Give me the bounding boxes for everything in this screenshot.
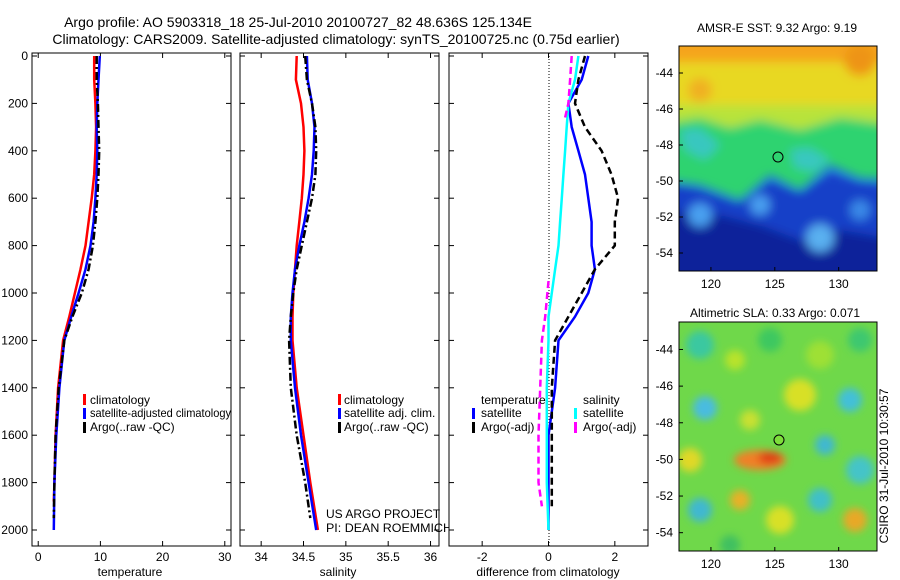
legend: climatology satellite adj. clim. Argo(..… [338,393,435,434]
map-frame [678,45,878,272]
y-tick-label: 1400 [1,381,28,395]
y-tick-label: -46 [656,379,674,393]
x-tick-label: -2 [477,550,488,564]
legend-header-temperature: temperature [481,393,546,407]
sla-heatmap [679,322,877,551]
legend-label: climatology [90,393,150,407]
x-axis-label: salinity [320,565,357,579]
legend-label: Argo(..raw -QC) [344,420,429,434]
figure-title-line2: Climatology: CARS2009. Satellite-adjuste… [52,31,619,47]
credit-line2: PI: DEAN ROEMMICH [326,521,452,535]
argo-location-marker [773,434,785,446]
legend-label: Argo(-adj) [583,420,636,434]
legend-swatch-temp-satellite [472,408,475,419]
legend: temperature salinity satellite Argo(-adj… [472,393,636,434]
legend-header-salinity: salinity [583,393,620,407]
y-tick-label: -48 [656,416,674,430]
series-line-argo-adj--temperature [550,55,620,507]
y-tick-label: -52 [656,210,674,224]
legend-label: Argo(..raw -QC) [90,420,175,434]
legend-swatch-argo [83,422,86,433]
y-tick-label: -50 [656,452,674,466]
legend-label: satellite [583,406,624,420]
legend: climatology satellite-adjusted climatolo… [83,393,231,434]
sst-map-panel: AMSR-E SST: 9.32 Argo: 9.19 [656,21,878,291]
legend-swatch-temp-argo [472,422,475,433]
legend-swatch-satellite [83,408,86,419]
x-tick-label: 130 [829,277,849,291]
credit-line1: US ARGO PROJECT [326,507,441,521]
plot-frame [31,52,232,547]
y-tick-label: -52 [656,489,674,503]
y-tick-label: 400 [8,144,28,158]
legend-swatch-climatology [83,394,86,405]
x-tick-label: 30 [218,550,232,564]
figure-title-line1: Argo profile: AO 5903318_18 25-Jul-2010 … [64,14,532,30]
series-line-satellite-salinity [545,55,580,531]
y-tick-label: 0 [21,49,28,63]
map-frame [678,321,878,552]
x-tick-label: 35 [339,550,353,564]
y-tick-label: 1800 [1,476,28,490]
y-tick-label: 200 [8,96,28,110]
x-tick-label: 120 [701,557,721,571]
x-tick-label: 35.5 [377,550,401,564]
y-tick-label: -44 [656,66,674,80]
map-title: AMSR-E SST: 9.32 Argo: 9.19 [697,21,857,35]
y-tick-label: -54 [656,526,674,540]
y-tick-label: 2000 [1,523,28,537]
x-tick-label: 125 [765,557,785,571]
legend-swatch-sal-argo [574,422,577,433]
salinity-profile-panel: 34 34.5 35 35.5 36 salinity climatology sate… [239,52,452,579]
legend-label: Argo(-adj) [481,420,534,434]
series-line-satellite-adj-clim- [289,55,318,531]
difference-profile-panel: -2 0 2 difference from climatology tempera… [448,52,649,579]
series-line-argo-raw-qc- [52,56,101,519]
legend-swatch-satellite [338,408,341,419]
x-axis-label: difference from climatology [476,565,619,579]
timestamp-stamp: CSIRO 31-Jul-2010 10:30:57 [877,388,891,543]
y-tick-label: -44 [656,342,674,356]
temperature-profile-panel: 0 10 20 30 0 200 400 600 800 1000 1200 1400 1600 1800… [1,49,231,579]
legend-label: satellite-adjusted climatology [90,406,231,420]
x-tick-label: 0 [35,550,42,564]
y-tick-label: 800 [8,239,28,253]
map-title: Altimetric SLA: 0.33 Argo: 0.071 [690,306,860,320]
plot-frame [239,52,440,547]
sla-map-panel: Altimetric SLA: 0.33 Argo: 0.071 [656,306,878,571]
x-tick-label: 125 [765,277,785,291]
legend-swatch-argo [338,422,341,433]
y-tick-label: 1000 [1,286,28,300]
series-line-argo-adj--salinity [537,55,573,507]
x-tick-label: 120 [701,277,721,291]
x-tick-label: 0 [545,550,552,564]
y-tick-label: 1600 [1,428,28,442]
legend-swatch-sal-satellite [574,408,577,419]
legend-label: satellite adj. clim. [344,406,435,420]
legend-label: satellite [481,406,522,420]
x-tick-label: 2 [611,550,618,564]
argo-location-marker [772,151,784,163]
x-tick-label: 36 [424,550,438,564]
x-tick-label: 34.5 [292,550,316,564]
series-line-climatology [291,55,320,531]
y-tick-label: -50 [656,174,674,188]
x-tick-label: 10 [94,550,108,564]
y-tick-label: -54 [656,246,674,260]
x-tick-label: 130 [829,557,849,571]
sst-heatmap [679,46,877,271]
y-tick-label: -46 [656,102,674,116]
legend-label: climatology [344,393,404,407]
y-tick-label: 1200 [1,333,28,347]
y-tick-label: 600 [8,191,28,205]
x-axis-label: temperature [98,565,163,579]
x-tick-label: 34 [254,550,268,564]
legend-swatch-climatology [338,394,341,405]
x-tick-label: 20 [156,550,170,564]
y-tick-label: -48 [656,138,674,152]
